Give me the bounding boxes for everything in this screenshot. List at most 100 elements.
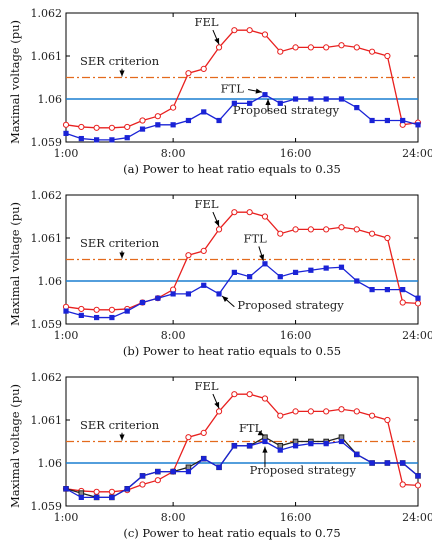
proposed-series-point: [292, 269, 299, 276]
proposed-series-point: [292, 443, 299, 449]
fel-series-point: [292, 408, 299, 415]
ftl-series-point: [292, 438, 299, 445]
fel-label: FEL: [195, 379, 219, 393]
ser-criterion-arrow: [119, 250, 125, 259]
y-axis-label: Maximal voltage (pu): [8, 202, 22, 326]
fel-series-point: [200, 429, 207, 436]
proposed-series-point: [155, 122, 161, 128]
x-tick-label: 1:00: [54, 329, 79, 342]
proposed-series-point: [323, 441, 329, 447]
proposed-series-point: [201, 282, 207, 288]
x-tick-label: 24:00: [402, 147, 432, 160]
fel-series-point: [399, 481, 406, 488]
proposed-series: [63, 438, 421, 501]
proposed-series-point: [185, 468, 192, 475]
proposed-arrow: [221, 295, 235, 308]
proposed-series-point: [231, 269, 237, 276]
fel-series-point: [93, 124, 100, 131]
proposed-series-point: [369, 460, 375, 466]
ser-criterion-arrow: [119, 68, 125, 77]
proposed-series-point: [170, 291, 176, 297]
ftl-label: FTL: [244, 231, 268, 245]
proposed-series-point: [277, 100, 283, 106]
proposed-series-point: [384, 117, 390, 124]
fel-series-point: [338, 406, 345, 413]
fel-series-point: [353, 408, 360, 415]
ser-criterion-label: SER criterion: [80, 54, 160, 68]
proposed-series-point: [216, 117, 222, 124]
fel-series-point: [338, 42, 345, 49]
fel-series-point: [307, 226, 314, 233]
x-tick-label: 24:00: [402, 329, 432, 342]
proposed-series-point: [231, 100, 237, 106]
proposed-series-point: [170, 468, 176, 475]
proposed-series-point: [170, 122, 176, 128]
fel-series-point: [277, 412, 284, 419]
proposed-arrow: [262, 446, 268, 468]
proposed-series-point: [384, 286, 390, 293]
proposed-series-point: [354, 451, 360, 458]
fel-series-point: [78, 123, 85, 131]
y-tick-label: 1.06: [38, 93, 63, 106]
ftl-series-point: [185, 464, 192, 471]
fel-series-point: [108, 124, 116, 131]
proposed-series-point: [400, 460, 406, 466]
proposed-series-point: [384, 460, 390, 466]
x-tick-label: 8:00: [161, 329, 186, 342]
fel-series-point: [292, 44, 299, 51]
panel-b: 1:00 8:00 16:00 24:00 1.059 1.06 1.061 1.062 SER…: [31, 189, 432, 358]
fel-series-point: [108, 306, 116, 313]
fel-series-point: [185, 70, 192, 77]
proposed-series-point: [155, 295, 161, 301]
y-tick-label: 1.061: [31, 50, 63, 63]
fel-series-point: [215, 408, 223, 415]
proposed-arrow: [265, 99, 271, 112]
proposed-series-point: [415, 473, 421, 479]
proposed-series-point: [247, 274, 253, 280]
proposed-series-point: [201, 456, 207, 462]
proposed-series-point: [292, 96, 299, 102]
fel-series-point: [323, 408, 330, 415]
proposed-series-point: [400, 117, 406, 124]
ftl-arrow: [248, 88, 262, 94]
x-tick-label: 1:00: [54, 511, 79, 524]
fel-series-point: [261, 31, 269, 38]
proposed-series-point: [308, 441, 314, 447]
proposed-label: Proposed strategy: [250, 463, 357, 477]
ser-criterion-label: SER criterion: [80, 236, 160, 250]
proposed-series-point: [124, 135, 130, 141]
proposed-label: Proposed strategy: [233, 103, 340, 117]
fel-series-point: [246, 209, 253, 216]
proposed-series-point: [139, 473, 146, 479]
y-tick-label: 1.061: [31, 232, 63, 245]
y-axis-label: Maximal voltage (pu): [8, 20, 22, 144]
x-tick-label: 1:00: [54, 147, 79, 160]
fel-series-point: [215, 226, 223, 233]
fel-series-point: [307, 408, 314, 415]
proposed-series: [63, 261, 421, 321]
fel-series-point: [154, 477, 161, 484]
fel-series-point: [353, 226, 360, 233]
x-tick-label: 24:00: [402, 511, 432, 524]
proposed-series-point: [262, 438, 268, 445]
x-tick-label: 8:00: [161, 511, 186, 524]
proposed-series-point: [63, 130, 69, 137]
proposed-series-point: [247, 443, 253, 449]
proposed-series-point: [338, 264, 345, 270]
y-tick-label: 1.061: [31, 414, 63, 427]
panel-caption: (b) Power to heat ratio equals to 0.55: [123, 344, 341, 358]
proposed-series-point: [277, 274, 283, 280]
fel-series-point: [78, 305, 85, 313]
fel-series-point: [139, 481, 146, 488]
fel-series-point: [368, 48, 376, 55]
proposed-series-point: [109, 494, 115, 501]
y-axis-label: Maximal voltage (pu): [8, 384, 22, 508]
fel-series-point: [124, 123, 131, 131]
fel-series-point: [93, 488, 100, 495]
fel-series-point: [368, 412, 376, 419]
fel-label: FEL: [195, 15, 219, 29]
fel-series-point: [384, 234, 391, 242]
fel-series-point: [368, 230, 376, 237]
proposed-series-point: [216, 291, 222, 297]
fel-series-line: [65, 393, 419, 493]
